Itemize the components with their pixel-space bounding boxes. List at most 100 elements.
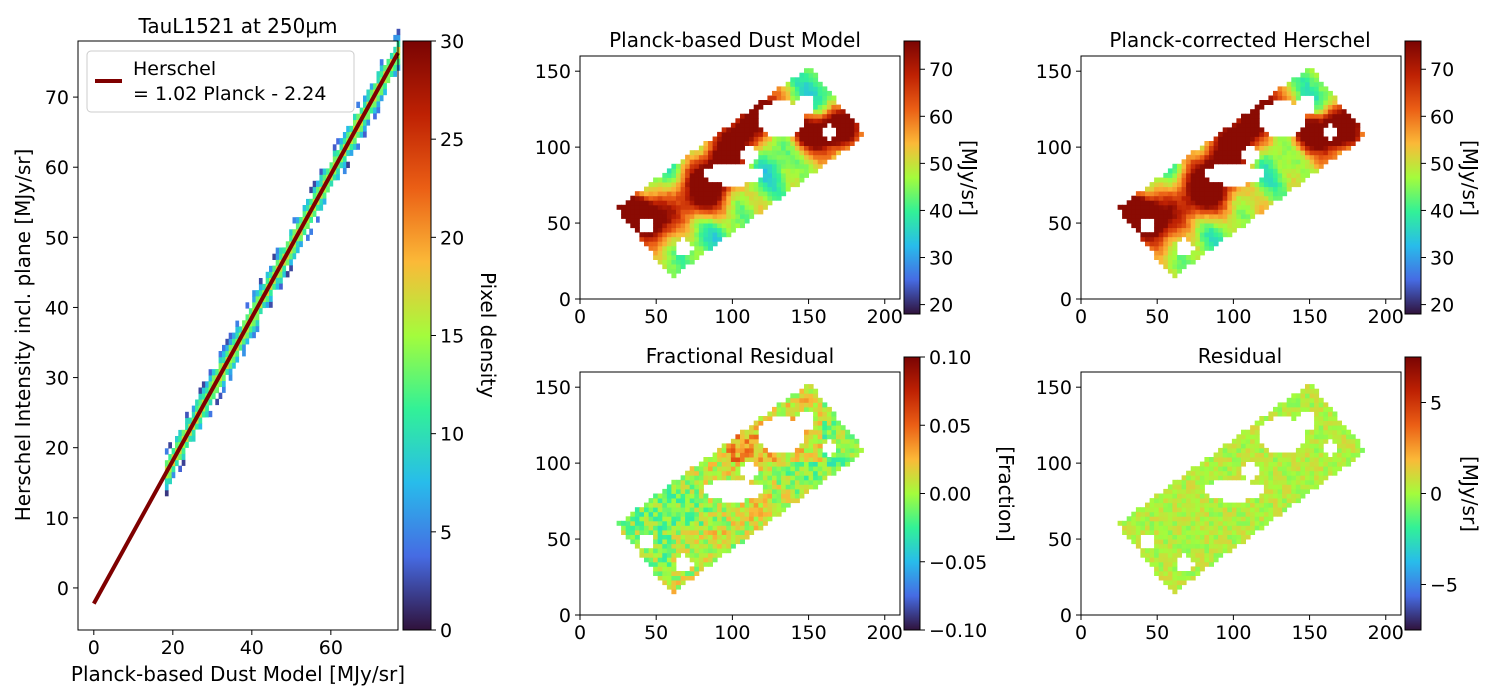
map-pixel xyxy=(1241,136,1246,142)
map-pixel xyxy=(1282,145,1288,151)
map-pixel xyxy=(666,245,672,251)
map-pixel xyxy=(808,163,814,169)
map-pixel xyxy=(1158,213,1164,219)
density-cell xyxy=(339,144,344,151)
map-pixel xyxy=(1199,241,1205,247)
map-pixel xyxy=(1250,213,1256,219)
map-pixel xyxy=(1241,438,1246,444)
map-pixel xyxy=(717,223,723,229)
map-pixel xyxy=(1282,498,1288,504)
map-pixel xyxy=(1149,502,1155,508)
map-pixel xyxy=(676,516,681,522)
map-pixel xyxy=(772,154,777,160)
map-pixel xyxy=(1163,259,1169,265)
map-pixel xyxy=(1149,245,1155,251)
map-pixel xyxy=(790,81,796,87)
map-pixel xyxy=(662,561,668,567)
map-pixel xyxy=(1222,457,1228,462)
map-pixel xyxy=(1346,447,1352,453)
map-pixel xyxy=(1181,159,1187,165)
map-pixel xyxy=(689,502,695,508)
map-pixel xyxy=(653,223,659,229)
density-cell xyxy=(306,204,310,212)
map-pixel xyxy=(1131,213,1137,219)
map-pixel xyxy=(634,530,640,535)
map-pixel xyxy=(1172,543,1178,549)
map-pixel xyxy=(1254,118,1260,124)
map-pixel xyxy=(1222,232,1228,238)
map-pixel xyxy=(804,172,809,178)
map-pixel xyxy=(1213,141,1219,146)
map-pixel xyxy=(698,534,704,540)
map-pixel xyxy=(1273,493,1278,499)
map-pixel xyxy=(666,223,672,229)
map-pixel xyxy=(1126,530,1132,535)
map-pixel xyxy=(1190,191,1196,197)
map-pixel xyxy=(1282,402,1288,408)
map-pixel xyxy=(781,168,787,174)
map-pixel xyxy=(1277,411,1283,417)
map-pixel xyxy=(657,507,663,513)
map-pixel xyxy=(1167,245,1173,251)
map-pixel xyxy=(689,191,695,197)
map-pixel xyxy=(621,213,627,219)
map-pixel xyxy=(1177,498,1182,504)
map-pixel xyxy=(735,213,741,219)
map-pixel xyxy=(1318,109,1324,115)
x-tick-label: 150 xyxy=(1291,306,1327,328)
map-pixel xyxy=(698,561,704,567)
map-pixel xyxy=(1199,209,1205,215)
map-pixel xyxy=(1254,420,1260,426)
map-pixel xyxy=(744,534,750,540)
map-pixel xyxy=(785,95,791,101)
map-pixel xyxy=(1314,109,1320,115)
map-pixel xyxy=(1236,438,1242,444)
map-pixel xyxy=(794,182,800,188)
density-cell xyxy=(379,89,384,96)
map-pixel xyxy=(689,236,695,242)
map-pixel xyxy=(1305,168,1310,174)
map-pixel xyxy=(740,520,745,526)
map-pixel xyxy=(1314,406,1320,412)
map-pixel xyxy=(671,498,677,504)
map-pixel xyxy=(1236,516,1242,522)
map-pixel xyxy=(1177,552,1182,558)
map-pixel xyxy=(648,525,654,531)
map-pixel xyxy=(676,232,681,238)
map-pixel xyxy=(676,195,681,201)
map-pixel xyxy=(790,461,796,467)
map-pixel xyxy=(712,204,718,210)
map-pixel xyxy=(685,507,691,513)
map-pixel xyxy=(762,488,768,494)
density-cell xyxy=(262,283,266,291)
map-pixel xyxy=(1167,218,1173,224)
map-pixel xyxy=(831,429,837,435)
map-pixel xyxy=(1254,520,1260,526)
map-pixel xyxy=(685,159,691,165)
map-pixel xyxy=(676,163,681,169)
map-pixel xyxy=(717,461,723,467)
map-pixel xyxy=(790,393,796,399)
map-pixel xyxy=(740,457,745,462)
map-pixel xyxy=(639,213,645,219)
map-pixel xyxy=(1190,236,1196,242)
map-pixel xyxy=(689,575,695,581)
density-cell xyxy=(292,217,297,224)
density-cell xyxy=(332,150,337,157)
density-cell xyxy=(225,350,230,357)
map-pixel xyxy=(1204,520,1210,526)
map-pixel xyxy=(717,520,723,526)
map-pixel xyxy=(698,470,704,476)
map-pixel xyxy=(726,516,732,522)
dust-model-colorbar-label: [MJy/sr] xyxy=(957,140,981,216)
map-pixel xyxy=(676,204,681,210)
map-pixel xyxy=(657,534,663,540)
map-pixel xyxy=(1172,575,1178,581)
map-pixel xyxy=(740,191,745,197)
map-pixel xyxy=(712,507,718,513)
map-pixel xyxy=(1154,200,1160,206)
map-pixel xyxy=(1172,213,1178,219)
map-pixel xyxy=(1181,168,1187,174)
map-pixel xyxy=(753,118,759,124)
map-pixel xyxy=(740,127,745,133)
